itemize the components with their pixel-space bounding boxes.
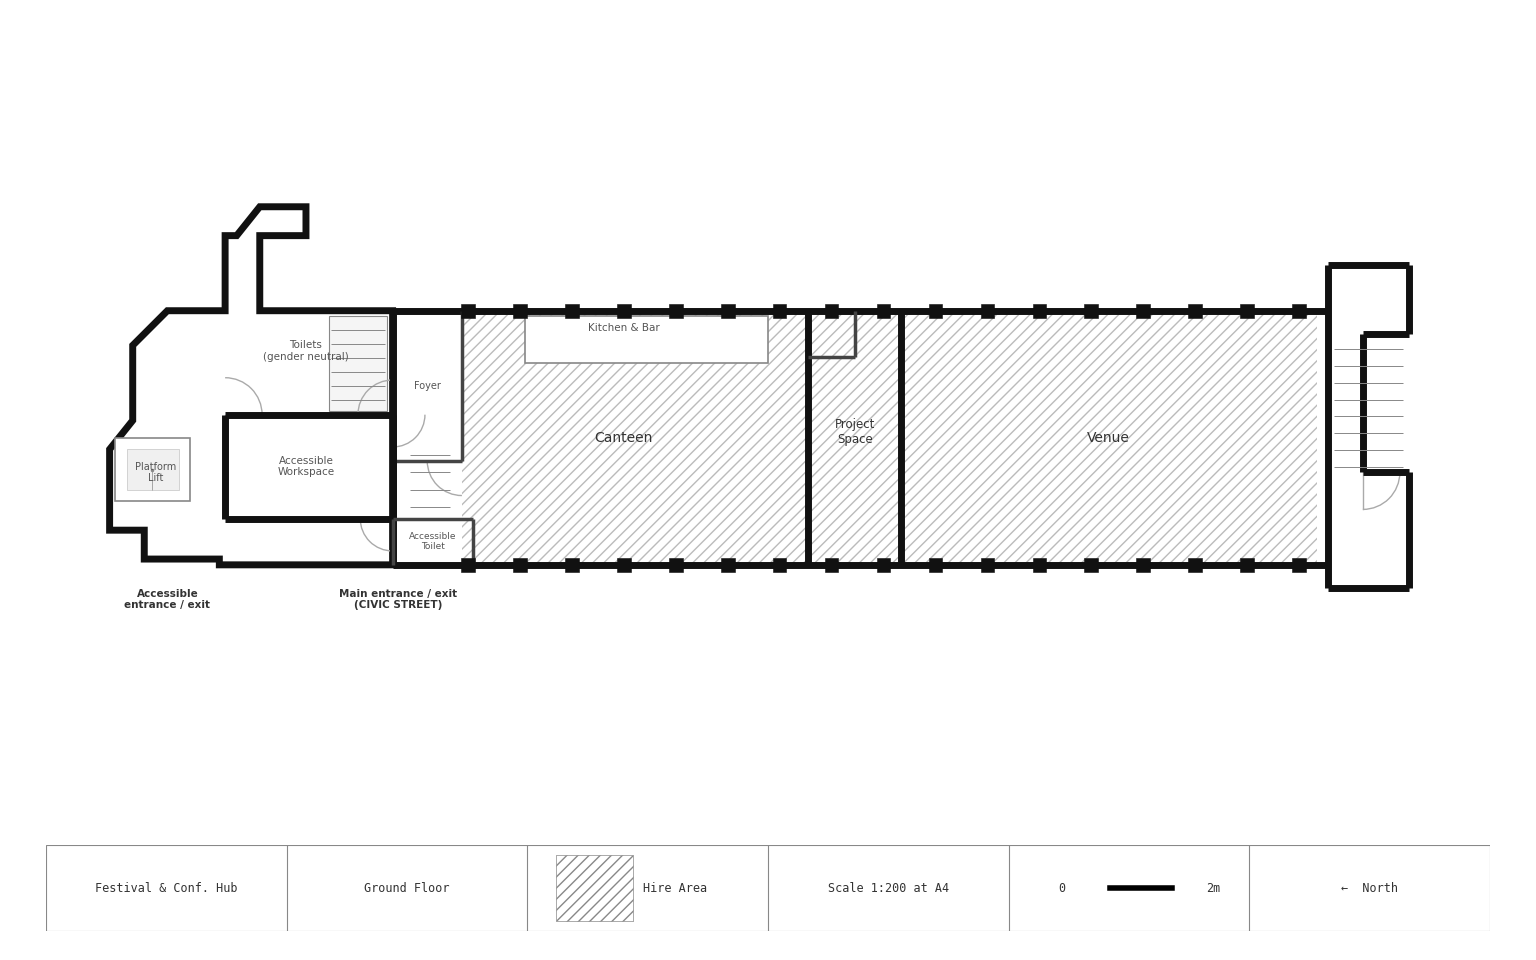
Bar bbox=[1084, 303, 1098, 318]
Text: Accessible
entrance / exit: Accessible entrance / exit bbox=[124, 588, 210, 611]
Bar bbox=[1189, 303, 1203, 318]
Bar bbox=[565, 558, 579, 572]
Bar bbox=[1137, 303, 1150, 318]
Text: Project
Space: Project Space bbox=[834, 418, 876, 446]
Text: Kitchen & Bar: Kitchen & Bar bbox=[588, 324, 659, 333]
Bar bbox=[461, 303, 475, 318]
Bar bbox=[1189, 558, 1203, 572]
Bar bbox=[825, 558, 839, 572]
Bar bbox=[1292, 303, 1306, 318]
Bar bbox=[565, 303, 579, 318]
Bar bbox=[461, 558, 475, 572]
Text: Venue: Venue bbox=[1087, 431, 1130, 444]
Bar bbox=[720, 558, 734, 572]
Bar bbox=[1032, 303, 1046, 318]
Bar bbox=[525, 317, 768, 363]
Bar bbox=[462, 311, 1316, 564]
Bar bbox=[1137, 558, 1150, 572]
Text: Festival & Conf. Hub: Festival & Conf. Hub bbox=[95, 881, 238, 895]
Bar bbox=[720, 303, 734, 318]
Bar bbox=[773, 558, 786, 572]
Polygon shape bbox=[109, 206, 393, 564]
Text: ←  North: ← North bbox=[1341, 881, 1398, 895]
Text: 2m: 2m bbox=[1206, 881, 1220, 895]
Bar bbox=[825, 303, 839, 318]
Bar bbox=[668, 558, 682, 572]
Bar bbox=[1084, 558, 1098, 572]
Bar bbox=[773, 303, 786, 318]
Bar bbox=[513, 303, 527, 318]
Text: Canteen: Canteen bbox=[594, 431, 653, 444]
Text: 0: 0 bbox=[1058, 881, 1064, 895]
Bar bbox=[616, 558, 631, 572]
Bar bbox=[1241, 558, 1255, 572]
Text: Main entrance / exit
(CIVIC STREET): Main entrance / exit (CIVIC STREET) bbox=[339, 588, 458, 611]
Text: Hire Area: Hire Area bbox=[644, 881, 707, 895]
Bar bbox=[556, 855, 633, 921]
Bar bbox=[1292, 558, 1306, 572]
Text: Accessible
Workspace: Accessible Workspace bbox=[278, 456, 335, 477]
Bar bbox=[980, 558, 994, 572]
Bar bbox=[877, 303, 891, 318]
Bar bbox=[115, 438, 190, 501]
Bar bbox=[929, 303, 943, 318]
Text: Ground Floor: Ground Floor bbox=[364, 881, 450, 895]
Text: Platform
Lift: Platform Lift bbox=[135, 462, 177, 483]
Bar bbox=[329, 317, 387, 411]
Text: Toilets
(gender neutral): Toilets (gender neutral) bbox=[263, 341, 349, 362]
Text: Accessible
Toilet: Accessible Toilet bbox=[409, 532, 456, 551]
Text: Scale 1:200 at A4: Scale 1:200 at A4 bbox=[828, 881, 949, 895]
Bar bbox=[616, 303, 631, 318]
Text: Foyer: Foyer bbox=[413, 381, 441, 391]
Bar bbox=[877, 558, 891, 572]
Bar bbox=[1032, 558, 1046, 572]
Bar bbox=[929, 558, 943, 572]
Bar bbox=[127, 449, 178, 490]
Bar bbox=[513, 558, 527, 572]
Bar bbox=[980, 303, 994, 318]
Bar bbox=[668, 303, 682, 318]
Bar bbox=[1241, 303, 1255, 318]
